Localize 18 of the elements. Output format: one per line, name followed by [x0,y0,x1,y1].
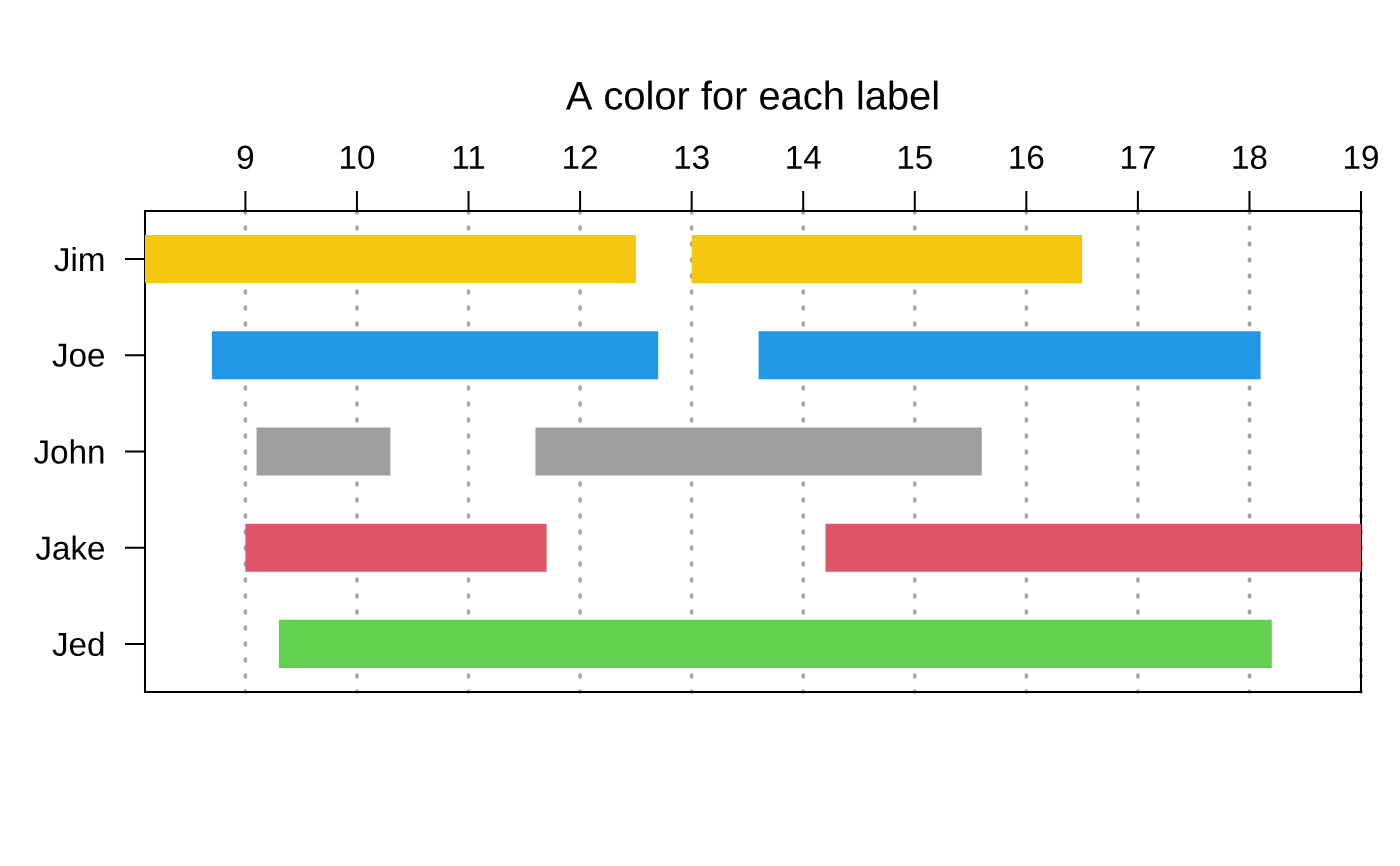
y-tick-label: Jim [54,246,104,272]
y-tick-label: Jake [35,535,104,560]
bar [278,619,1272,668]
y-tick-label: John [34,439,104,464]
x-tick-label: 19 [1345,145,1378,170]
x-tick-label: 13 [675,145,709,170]
x-tick-label: 12 [564,145,597,169]
x-tick-label: 11 [453,145,485,169]
y-tick-label: Jed [52,631,104,657]
x-tick-label: 14 [787,145,821,169]
x-tick-label: 16 [1010,145,1044,170]
chart-title: A color for each label [565,80,938,110]
x-tick-label: 9 [237,145,254,170]
y-tick-label: Joe [52,343,104,367]
x-tick-label: 17 [1121,145,1155,169]
x-tick-label: 18 [1233,145,1267,170]
x-tick-label: 10 [341,145,375,170]
x-tick-label: 15 [898,145,932,170]
